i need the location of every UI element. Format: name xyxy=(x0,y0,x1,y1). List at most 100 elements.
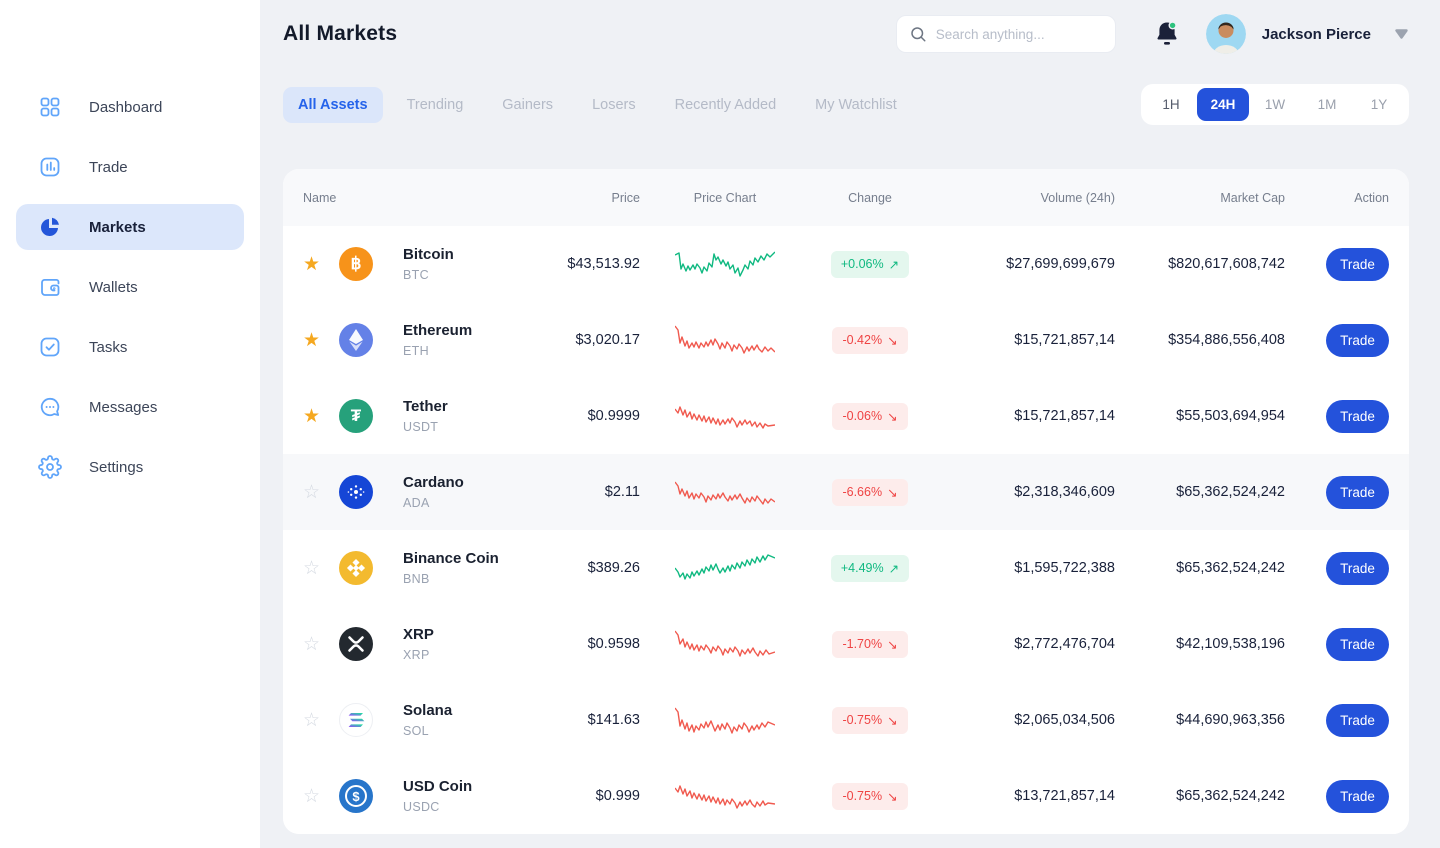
price-sparkline xyxy=(675,707,775,734)
price-chart-cell xyxy=(640,318,810,362)
btc-coin-icon: ฿ xyxy=(339,247,373,281)
trade-button[interactable]: Trade xyxy=(1326,703,1389,737)
price-chart-cell xyxy=(640,546,810,590)
price-sparkline xyxy=(675,406,775,429)
trade-button[interactable]: Trade xyxy=(1326,779,1389,813)
tab-trending[interactable]: Trending xyxy=(406,96,464,113)
price-sparkline xyxy=(675,785,775,809)
markets-icon xyxy=(38,215,62,239)
trade-button[interactable]: Trade xyxy=(1326,627,1389,661)
coin-symbol: BTC xyxy=(403,268,429,282)
favorite-star-icon[interactable]: ☆ xyxy=(303,709,321,731)
search-input[interactable] xyxy=(935,26,1103,42)
coin-icon-cell: ₮ xyxy=(339,399,391,433)
favorite-star-icon[interactable]: ☆ xyxy=(303,785,321,807)
change-value: -0.75% xyxy=(842,789,883,803)
sidebar-item-tasks[interactable]: Tasks xyxy=(16,324,244,370)
change-cell: -1.70% ↘ xyxy=(810,630,930,658)
trade-button[interactable]: Trade xyxy=(1326,247,1389,281)
range-button-1w[interactable]: 1W xyxy=(1249,88,1301,121)
table-row-ada: ☆ Cardano ADA $2.11 -6.66% ↘ $2,318,346,609 $65… xyxy=(283,454,1409,530)
range-button-1y[interactable]: 1Y xyxy=(1353,88,1405,121)
volume-value: $13,721,857,14 xyxy=(1014,788,1115,804)
sidebar-item-label: Markets xyxy=(89,218,146,236)
range-button-1m[interactable]: 1M xyxy=(1301,88,1353,121)
tab-recently-added[interactable]: Recently Added xyxy=(674,96,777,113)
tab-gainers[interactable]: Gainers xyxy=(502,96,554,113)
price-value: $43,513.92 xyxy=(567,256,640,272)
favorite-star-icon[interactable]: ☆ xyxy=(303,481,321,503)
change-value: -0.75% xyxy=(842,713,883,727)
coin-name: Tether xyxy=(403,398,448,415)
coin-name: XRP xyxy=(403,626,434,643)
coin-name-cell: Solana SOL xyxy=(391,702,510,738)
search-icon xyxy=(909,25,927,43)
tab-my-watchlist[interactable]: My Watchlist xyxy=(815,96,897,113)
trade-button[interactable]: Trade xyxy=(1326,399,1389,433)
trade-button[interactable]: Trade xyxy=(1326,551,1389,585)
change-cell: -0.75% ↘ xyxy=(810,706,930,734)
arrow-down-right-icon: ↘ xyxy=(887,789,898,804)
coin-symbol: ETH xyxy=(403,344,429,358)
change-value: -0.42% xyxy=(842,333,883,347)
price-chart-cell xyxy=(640,470,810,514)
action-cell: Trade xyxy=(1285,627,1389,661)
sidebar-item-label: Trade xyxy=(89,158,128,176)
table-row-btc: ★ ฿ Bitcoin BTC $43,513.92 +0.06% ↗ $27,699,699… xyxy=(283,226,1409,302)
arrow-up-right-icon: ↗ xyxy=(888,257,900,272)
market-cap-value: $820,617,608,742 xyxy=(1168,256,1285,272)
sidebar-item-label: Tasks xyxy=(89,338,128,356)
price-sparkline xyxy=(675,630,775,657)
chevron-down-icon[interactable] xyxy=(1394,28,1409,40)
price-sparkline xyxy=(675,251,775,277)
tasks-icon xyxy=(38,335,62,359)
change-badge: -6.66% ↘ xyxy=(832,478,908,506)
range-button-1h[interactable]: 1H xyxy=(1145,88,1197,121)
sidebar-item-trade[interactable]: Trade xyxy=(16,144,244,190)
coin-name: Solana xyxy=(403,702,453,719)
favorite-star-icon[interactable]: ★ xyxy=(303,253,321,275)
coin-icon-cell xyxy=(339,475,391,509)
coin-icon-cell: $ xyxy=(339,779,391,813)
time-range-selector: 1H 24H 1W 1M 1Y xyxy=(1141,84,1409,125)
tab-losers[interactable]: Losers xyxy=(592,96,636,113)
sidebar-item-messages[interactable]: Messages xyxy=(16,384,244,430)
filter-row: All Assets Trending Gainers Losers Recently … xyxy=(283,84,1409,125)
favorite-star-icon[interactable]: ★ xyxy=(303,329,321,351)
price-value: $0.9999 xyxy=(587,408,640,424)
range-button-24h[interactable]: 24H xyxy=(1197,88,1249,121)
sidebar-item-markets[interactable]: Markets xyxy=(16,204,244,250)
change-value: -0.06% xyxy=(842,409,883,423)
action-cell: Trade xyxy=(1285,779,1389,813)
price-value: $141.63 xyxy=(587,712,640,728)
change-cell: -6.66% ↘ xyxy=(810,478,930,506)
coin-symbol: USDT xyxy=(403,420,439,434)
favorite-star-icon[interactable]: ★ xyxy=(303,405,321,427)
sidebar-item-settings[interactable]: Settings xyxy=(16,444,244,490)
favorite-star-icon[interactable]: ☆ xyxy=(303,633,321,655)
table-row-bnb: ☆ Binance Coin BNB $389.26 +4.49% ↗ $1,595,722… xyxy=(283,530,1409,606)
trade-icon xyxy=(38,155,62,179)
change-badge: -0.75% ↘ xyxy=(832,706,908,734)
coin-name: USD Coin xyxy=(403,778,473,795)
avatar[interactable] xyxy=(1205,14,1246,54)
tab-all-assets[interactable]: All Assets xyxy=(283,86,383,123)
trade-button[interactable]: Trade xyxy=(1326,323,1389,357)
sidebar-item-dashboard[interactable]: Dashboard xyxy=(16,84,244,130)
price-sparkline xyxy=(675,554,775,580)
main-content: All Markets xyxy=(260,0,1440,848)
sidebar-item-wallets[interactable]: Wallets xyxy=(16,264,244,310)
volume-value: $15,721,857,14 xyxy=(1014,332,1115,348)
notifications-bell-icon[interactable] xyxy=(1154,20,1180,48)
coin-symbol: ADA xyxy=(403,496,430,510)
favorite-star-icon[interactable]: ☆ xyxy=(303,557,321,579)
usdc-coin-icon: $ xyxy=(339,779,373,813)
table-row-eth: ★ Ethereum ETH $3,020.17 -0.42% ↘ $15,721,857,… xyxy=(283,302,1409,378)
search-box[interactable] xyxy=(895,15,1116,53)
coin-name: Ethereum xyxy=(403,322,473,339)
price-chart-cell xyxy=(640,622,810,666)
action-cell: Trade xyxy=(1285,323,1389,357)
table-row-usdc: ☆ $ USD Coin USDC $0.999 -0.75% ↘ $13,721,857,1… xyxy=(283,758,1409,834)
ada-coin-icon xyxy=(339,475,373,509)
trade-button[interactable]: Trade xyxy=(1326,475,1389,509)
